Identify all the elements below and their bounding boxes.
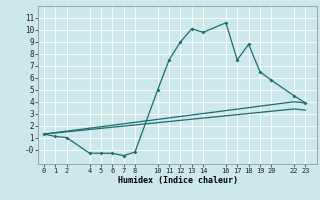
- X-axis label: Humidex (Indice chaleur): Humidex (Indice chaleur): [118, 176, 238, 185]
